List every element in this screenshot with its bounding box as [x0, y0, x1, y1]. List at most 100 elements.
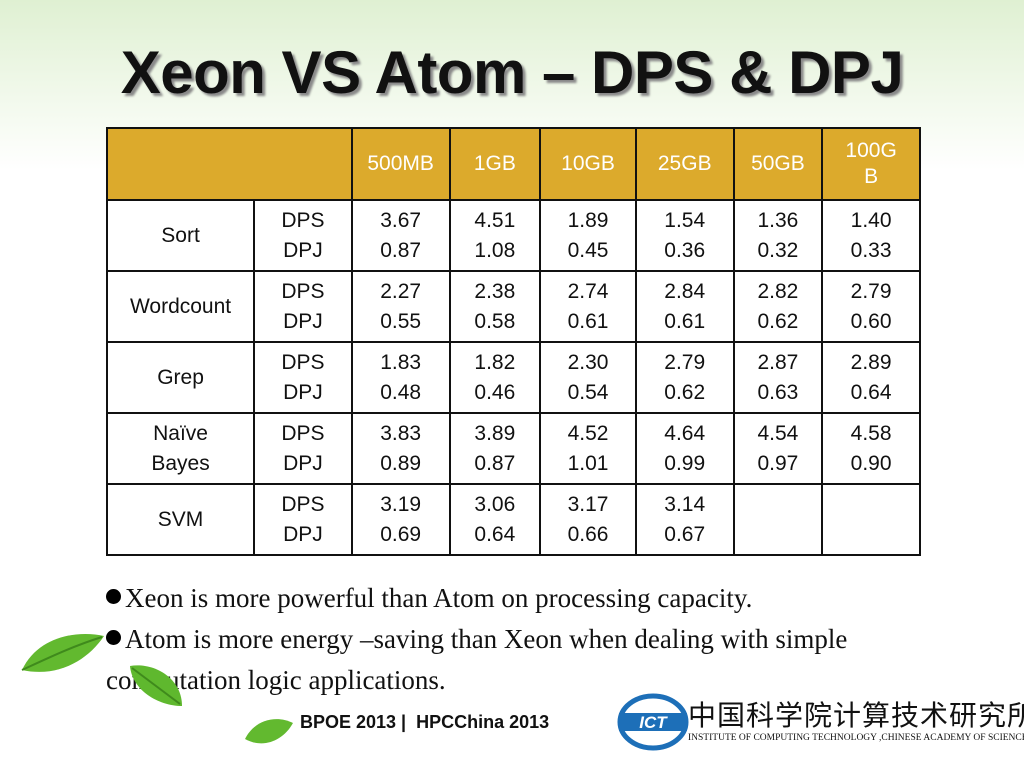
dps-value: 3.06 — [474, 492, 516, 516]
dpj-value: 0.89 — [380, 451, 422, 475]
dpj-value: 0.69 — [380, 522, 422, 546]
dps-value: 4.58 — [850, 421, 892, 445]
value-cell: 2.74 0.61 — [539, 270, 637, 343]
dpj-value: 0.87 — [380, 238, 422, 262]
dpj-value: 0.46 — [474, 380, 516, 404]
column-header: 1GB — [448, 127, 542, 201]
dps-value: 2.87 — [757, 350, 799, 374]
dpj-value: 0.61 — [567, 309, 609, 333]
dps-value: 1.89 — [567, 208, 609, 232]
dps-value: 4.51 — [474, 208, 516, 232]
dps-value: 3.14 — [664, 492, 706, 516]
value-cell: 3.19 0.69 — [350, 483, 451, 556]
bullet-item: Atom is more energy –saving than Xeon wh… — [106, 624, 848, 695]
dps-value: 4.52 — [567, 421, 609, 445]
value-cell: 4.54 0.97 — [732, 412, 824, 485]
value-cell: 2.79 0.60 — [821, 270, 921, 343]
table-row: SVM DPS DPJ 3.19 0.69 3.06 0.64 3.17 0.66 3.14 0.6… — [105, 483, 921, 556]
value-cell: 1.82 0.46 — [448, 341, 542, 414]
bullet-list: Xeon is more powerful than Atom on proce… — [106, 578, 966, 701]
value-cell: 4.58 0.90 — [821, 412, 921, 485]
ict-logo-text: ICT — [639, 713, 668, 732]
metric-label: DPJ — [283, 380, 323, 404]
value-cell: 2.79 0.62 — [634, 341, 735, 414]
dpj-value: 0.36 — [664, 238, 706, 262]
benchmark-name-cell: Sort — [105, 199, 256, 272]
value-cell: 2.27 0.55 — [350, 270, 451, 343]
value-cell: 2.89 0.64 — [821, 341, 921, 414]
dps-value: 1.36 — [757, 208, 799, 232]
dpj-value: 0.62 — [757, 309, 799, 333]
institute-chinese-name: 中国科学院计算技术研究所 — [688, 699, 1024, 732]
dpj-value: 0.87 — [474, 451, 516, 475]
column-header: 50GB — [732, 127, 824, 201]
benchmark-name-cell: SVM — [105, 483, 256, 556]
dpj-value: 1.01 — [567, 451, 609, 475]
dpj-value: 0.60 — [850, 309, 892, 333]
benchmark-name-cell: Naïve Bayes — [105, 412, 256, 485]
value-cell: 2.82 0.62 — [732, 270, 824, 343]
dps-value: 2.27 — [380, 279, 422, 303]
value-cell: 3.06 0.64 — [448, 483, 542, 556]
value-cell: 3.17 0.66 — [539, 483, 637, 556]
value-cell: 2.30 0.54 — [539, 341, 637, 414]
footer-conference: BPOE 2013 | HPCChina 2013 — [300, 712, 550, 732]
dpj-value: 0.54 — [567, 380, 609, 404]
value-cell: 2.87 0.63 — [732, 341, 824, 414]
ict-logo-icon: ICT — [617, 693, 689, 751]
dps-value: 1.54 — [664, 208, 706, 232]
benchmark-table: 500MB 1GB 10GB 25GB 50GB 100GB Sort DPS DP… — [105, 127, 921, 556]
column-header: 25GB — [634, 127, 735, 201]
dps-value: 4.64 — [664, 421, 706, 445]
leaf-icon — [21, 633, 104, 672]
column-header: 100GB — [821, 127, 921, 201]
value-cell: 1.40 0.33 — [821, 199, 921, 272]
dps-value: 3.83 — [380, 421, 422, 445]
metric-label-cell: DPS DPJ — [253, 270, 353, 343]
value-cell: 4.51 1.08 — [448, 199, 542, 272]
value-cell: 3.14 0.67 — [634, 483, 735, 556]
metric-label-cell: DPS DPJ — [253, 483, 353, 556]
metric-label-cell: DPS DPJ — [253, 412, 353, 485]
benchmark-name-cell: Grep — [105, 341, 256, 414]
table-header-row: 500MB 1GB 10GB 25GB 50GB 100GB — [106, 127, 921, 201]
dpj-value: 0.48 — [380, 380, 422, 404]
dps-value: 1.40 — [850, 208, 892, 232]
bullet-dot-icon — [106, 630, 121, 645]
dps-value: 3.17 — [567, 492, 609, 516]
leaf-icon — [130, 665, 182, 706]
value-cell: 3.67 0.87 — [350, 199, 451, 272]
dps-value: 4.54 — [757, 421, 799, 445]
table-row: Wordcount DPS DPJ 2.27 0.55 2.38 0.58 2.74 0.61 2… — [105, 270, 921, 343]
metric-label: DPS — [281, 350, 325, 374]
value-cell: 3.83 0.89 — [350, 412, 451, 485]
dpj-value: 0.45 — [567, 238, 609, 262]
bullet-item: Xeon is more powerful than Atom on proce… — [106, 578, 966, 619]
dpj-value: 0.67 — [664, 522, 706, 546]
metric-label: DPS — [281, 279, 325, 303]
column-header: 500MB — [350, 127, 451, 201]
dps-value: 2.84 — [664, 279, 706, 303]
value-cell: 3.89 0.87 — [448, 412, 542, 485]
dpj-value: 0.66 — [567, 522, 609, 546]
table-row: Sort DPS DPJ 3.67 0.87 4.51 1.08 1.89 0.45 1.54 0.… — [105, 199, 921, 272]
value-cell: 1.83 0.48 — [350, 341, 451, 414]
dpj-value: 1.08 — [474, 238, 516, 262]
value-cell: 4.64 0.99 — [634, 412, 735, 485]
slide-title: Xeon VS Atom – DPS & DPJ — [120, 39, 904, 106]
dps-value: 2.79 — [850, 279, 892, 303]
value-cell: 4.52 1.01 — [539, 412, 637, 485]
header-blank-cell — [106, 127, 353, 201]
dps-value: 2.79 — [664, 350, 706, 374]
column-header: 10GB — [539, 127, 637, 201]
dps-value: 3.89 — [474, 421, 516, 445]
metric-label: DPJ — [283, 238, 323, 262]
metric-label: DPS — [281, 421, 325, 445]
value-cell: 1.54 0.36 — [634, 199, 735, 272]
table-row: Naïve Bayes DPS DPJ 3.83 0.89 3.89 0.87 4.52 1.0… — [105, 412, 921, 485]
dpj-value: 0.62 — [664, 380, 706, 404]
dps-value: 1.83 — [380, 350, 422, 374]
metric-label: DPJ — [283, 309, 323, 333]
dps-value: 2.89 — [850, 350, 892, 374]
value-cell: 2.38 0.58 — [448, 270, 542, 343]
